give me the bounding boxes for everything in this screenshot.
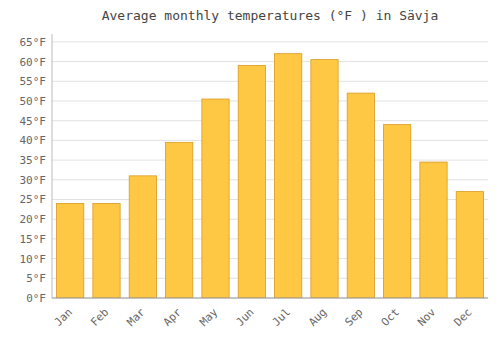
bar bbox=[420, 162, 447, 298]
bar bbox=[311, 60, 338, 298]
x-tick-label: Jan bbox=[52, 306, 75, 329]
bar bbox=[384, 125, 411, 298]
y-tick-label: 15°F bbox=[20, 233, 47, 246]
bar bbox=[57, 203, 84, 298]
y-tick-label: 35°F bbox=[20, 154, 47, 167]
bars bbox=[57, 54, 484, 298]
grid-line bbox=[52, 160, 488, 161]
title: Average monthly temperatures (°F ) in Sä… bbox=[102, 8, 439, 23]
grid-line bbox=[52, 61, 488, 62]
bar bbox=[202, 99, 229, 298]
x-tick-label: May bbox=[197, 305, 221, 329]
bar bbox=[238, 66, 265, 298]
y-tick-label: 10°F bbox=[20, 253, 47, 266]
x-tick-label: Dec bbox=[451, 306, 474, 329]
bar bbox=[456, 192, 483, 298]
grid-line bbox=[52, 41, 488, 42]
x-axis-line bbox=[52, 298, 488, 299]
y-tick-label: 5°F bbox=[26, 272, 46, 285]
x-tick-label: Jun bbox=[233, 306, 256, 329]
x-tick-label: Apr bbox=[161, 305, 185, 329]
grid-line bbox=[52, 298, 488, 299]
x-tick-label: Oct bbox=[379, 306, 402, 329]
grid-line bbox=[52, 140, 488, 141]
y-tick-label: 40°F bbox=[20, 134, 47, 147]
bar bbox=[129, 176, 156, 298]
x-tick-label: Jul bbox=[270, 306, 293, 329]
y-tick-label: 30°F bbox=[20, 174, 47, 187]
y-tick-label: 0°F bbox=[26, 292, 46, 305]
x-tick-label: Nov bbox=[415, 305, 439, 329]
y-tick-label: 55°F bbox=[20, 75, 47, 88]
bar bbox=[347, 93, 374, 298]
y-tick-label: 50°F bbox=[20, 95, 47, 108]
grid-line bbox=[52, 100, 488, 101]
x-tick-label: Mar bbox=[124, 305, 148, 329]
x-tick-label: Feb bbox=[88, 306, 111, 329]
bar bbox=[93, 203, 120, 298]
x-tick-label: Aug bbox=[306, 306, 329, 329]
y-tick-label: 45°F bbox=[20, 115, 47, 128]
y-tick-label: 20°F bbox=[20, 213, 47, 226]
grid-line bbox=[52, 120, 488, 121]
grid-line bbox=[52, 81, 488, 82]
y-tick-label: 60°F bbox=[20, 56, 47, 69]
y-tick-label: 25°F bbox=[20, 193, 47, 206]
chart-container: Average monthly temperatures (°F ) in Sä… bbox=[0, 0, 500, 350]
y-tick-label: 65°F bbox=[20, 36, 47, 49]
y-axis-line bbox=[52, 34, 53, 298]
bar bbox=[275, 54, 302, 298]
chart: Average monthly temperatures (°F ) in Sä… bbox=[0, 0, 500, 350]
x-tick-label: Sep bbox=[342, 306, 365, 329]
bar bbox=[166, 142, 193, 298]
y-grid bbox=[52, 42, 488, 298]
